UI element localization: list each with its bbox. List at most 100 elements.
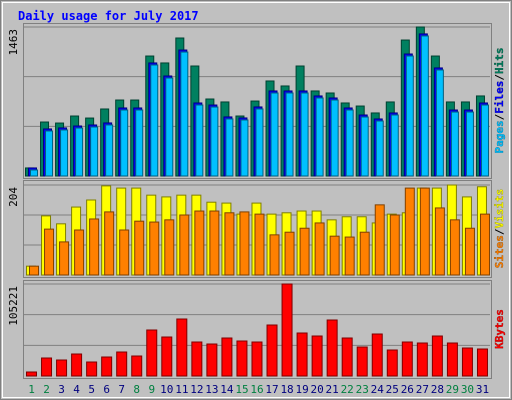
- bar: [386, 349, 398, 377]
- bar: [41, 357, 53, 377]
- x-tick-label: 13: [205, 383, 218, 396]
- bar: [209, 210, 220, 276]
- bar: [299, 227, 310, 276]
- bar: [371, 333, 383, 377]
- bar: [390, 114, 399, 177]
- bar: [404, 187, 415, 276]
- x-tick-label: 14: [220, 383, 234, 396]
- bar: [131, 355, 143, 377]
- x-tick-label: 30: [461, 383, 474, 396]
- legend-separator: /: [493, 228, 506, 235]
- bar: [116, 351, 128, 377]
- x-tick-label: 15: [235, 383, 248, 396]
- bar: [56, 359, 68, 377]
- x-tick-label: 26: [401, 383, 414, 396]
- bar: [255, 108, 264, 177]
- x-tick-label: 7: [118, 383, 125, 396]
- bar: [164, 219, 175, 276]
- bar: [285, 92, 294, 177]
- x-tick-label: 9: [148, 383, 155, 396]
- bar: [225, 118, 234, 177]
- bar: [401, 341, 413, 377]
- bar: [176, 318, 188, 377]
- bar: [44, 228, 55, 276]
- bar: [359, 231, 370, 276]
- bar: [104, 211, 115, 276]
- bar: [210, 106, 219, 177]
- bar: [224, 212, 235, 276]
- x-tick-label: 17: [265, 383, 278, 396]
- bar: [119, 229, 130, 276]
- x-tick-label: 28: [431, 383, 444, 396]
- bar: [476, 348, 488, 377]
- bar: [146, 329, 158, 377]
- bar: [266, 324, 278, 377]
- bar: [419, 187, 430, 276]
- bar: [269, 234, 280, 276]
- legend-entry: Visits: [493, 189, 506, 229]
- bar: [180, 51, 189, 177]
- bar: [60, 129, 69, 177]
- bar: [314, 222, 325, 276]
- legend-entry: Hits: [493, 48, 506, 75]
- x-tick-label: 4: [73, 383, 80, 396]
- x-tick-label: 11: [175, 383, 188, 396]
- legend-separator: /: [493, 74, 506, 81]
- bar: [120, 109, 129, 177]
- legend-entry: Sites: [493, 235, 506, 268]
- bar: [465, 111, 474, 177]
- bar: [389, 214, 400, 276]
- legend-entry: KBytes: [493, 309, 506, 349]
- x-tick-label: 27: [416, 383, 429, 396]
- bar: [284, 231, 295, 276]
- bar: [311, 335, 323, 377]
- bar: [194, 210, 205, 276]
- x-tick-label: 21: [326, 383, 339, 396]
- bar: [221, 337, 233, 377]
- bar: [450, 111, 459, 177]
- bar: [281, 283, 293, 377]
- legend-entry: Files: [493, 81, 506, 114]
- bar: [29, 265, 39, 276]
- bar: [86, 361, 98, 377]
- bar: [329, 235, 340, 276]
- x-tick-label: 2: [43, 383, 50, 396]
- bar: [360, 116, 369, 177]
- y-max-label: 105221: [7, 286, 20, 326]
- bar: [134, 220, 145, 276]
- x-tick-label: 6: [103, 383, 110, 396]
- bar: [416, 342, 428, 377]
- bar: [315, 97, 324, 177]
- bar: [449, 219, 460, 276]
- y-max-label: 1463: [7, 29, 20, 56]
- bar: [341, 337, 353, 377]
- bar: [254, 213, 265, 276]
- legend: KBytes: [493, 309, 506, 349]
- x-tick-label: 18: [280, 383, 293, 396]
- x-tick-label: 16: [250, 383, 263, 396]
- legend: Sites/Visits: [493, 189, 506, 269]
- y-max-label: 204: [7, 187, 20, 207]
- bar: [239, 211, 250, 276]
- bar: [179, 214, 190, 276]
- bar: [330, 99, 339, 177]
- bar: [420, 35, 429, 177]
- x-tick-label: 19: [295, 383, 308, 396]
- bar: [461, 347, 473, 377]
- bar: [105, 124, 114, 177]
- bar: [71, 353, 83, 377]
- legend: Pages/Files/Hits: [493, 48, 506, 154]
- x-tick-label: 31: [476, 383, 489, 396]
- x-tick-label: 12: [190, 383, 203, 396]
- bar: [344, 236, 355, 276]
- bar: [195, 104, 204, 177]
- bar: [26, 371, 37, 377]
- x-tick-label: 8: [133, 383, 140, 396]
- x-tick-label: 20: [311, 383, 324, 396]
- bar: [149, 221, 160, 276]
- bar: [251, 341, 263, 377]
- x-tick-label: 29: [446, 383, 459, 396]
- legend-entry: Pages: [493, 120, 506, 153]
